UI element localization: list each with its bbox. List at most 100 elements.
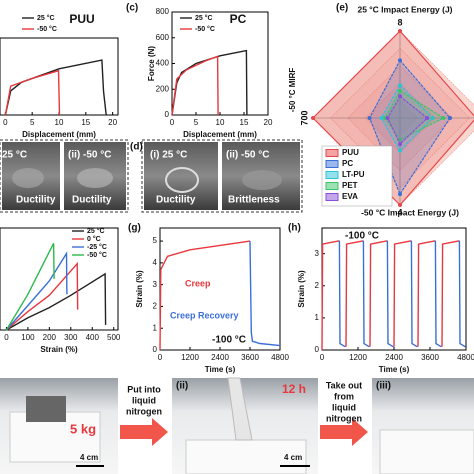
plot-frame: [171, 11, 269, 116]
x-tick-label: 0: [158, 353, 163, 362]
x-tick-label: 4800: [457, 353, 474, 362]
step-text: Take out: [326, 380, 362, 390]
series-line: [171, 55, 219, 116]
x-tick-label: 5: [194, 118, 199, 127]
chart-title: PUU: [69, 12, 94, 26]
legend-swatch: [325, 149, 339, 157]
y-axis-label: Force (N): [147, 46, 156, 81]
radar-point: [398, 29, 402, 33]
legend-label: LT-PU: [342, 170, 365, 179]
x-tick-label: 500: [107, 333, 121, 342]
radar-axis-label: -50 °C MIRF: [288, 68, 297, 113]
radar-max-label: 4: [397, 207, 402, 217]
weight-label: 5 kg: [70, 421, 96, 436]
series-line: [159, 240, 251, 351]
series-line: [171, 49, 248, 116]
y-tick-label: 600: [156, 33, 170, 42]
x-tick-label: 1200: [181, 353, 199, 362]
time-label: 12 h: [282, 382, 306, 396]
radar-point: [398, 192, 402, 197]
sample: [12, 168, 44, 188]
y-axis-label: Strain (%): [297, 270, 306, 308]
sample: [227, 377, 253, 441]
chart-title: PC: [230, 12, 247, 26]
sample: [165, 167, 199, 193]
step-text: liquid: [332, 402, 356, 412]
legend-label: -50 °C: [195, 25, 215, 33]
x-tick-label: 1200: [349, 353, 367, 362]
legend-label: -25 °C: [87, 243, 107, 251]
x-axis-label: Displacement (mm): [22, 130, 96, 139]
legend-label: 25 °C: [195, 14, 213, 22]
y-tick-label: 3: [153, 280, 158, 289]
photo-row: [0, 377, 474, 474]
x-tick-label: 3600: [241, 353, 259, 362]
panel-label: (g): [128, 223, 141, 234]
x-tick-label: 200: [43, 333, 57, 342]
chart-bottom-title: -50 °C Impact Energy (J): [361, 207, 459, 217]
legend-label: 0 °C: [87, 235, 101, 243]
x-axis-label: Time (s): [205, 365, 236, 374]
radar-max-label: 700: [299, 110, 309, 125]
legend-label: -50 °C: [37, 25, 57, 33]
chart-title: 25 °C Impact Energy (J): [357, 4, 452, 14]
photo-caption: Ductility: [156, 195, 196, 206]
series-line: [4, 69, 61, 116]
photo-caption: Ductility: [16, 195, 56, 206]
scale-label: 4 cm: [80, 453, 98, 462]
y-tick-label: 0: [165, 110, 170, 119]
photo-caption: Brittleness: [228, 195, 280, 206]
x-axis-label: Time (s): [379, 365, 410, 374]
legend-label: 25 °C: [37, 14, 55, 22]
photo-row: [0, 139, 303, 213]
series-line: [6, 272, 107, 331]
y-tick-label: 4: [153, 258, 158, 267]
radar-point: [398, 203, 402, 207]
panel-label: (c): [126, 3, 138, 14]
x-tick-label: 20: [264, 118, 273, 127]
photo: [144, 142, 218, 210]
x-tick-label: 0: [320, 353, 325, 362]
legend-swatch: [325, 182, 339, 190]
radar-point: [398, 83, 402, 88]
y-tick-label: 1: [153, 323, 158, 332]
radar-point: [398, 94, 402, 99]
radar-point: [367, 116, 372, 120]
panel-label: (d): [130, 142, 143, 153]
y-tick-label: 3: [315, 249, 320, 258]
radar-point: [311, 116, 315, 120]
arrow: [320, 418, 368, 446]
sample: [242, 170, 282, 190]
radar-point: [398, 148, 402, 153]
panel-label: (h): [288, 223, 301, 234]
legend-swatch: [325, 193, 339, 201]
y-tick-label: 2: [153, 302, 158, 311]
radar-point: [441, 116, 446, 120]
legend-label: EVA: [342, 192, 358, 201]
photo-label: (ii) -50 °C: [226, 150, 269, 161]
legend-swatch: [325, 171, 339, 179]
legend-swatch: [325, 160, 339, 168]
weight: [26, 396, 66, 422]
x-tick-label: 4800: [271, 353, 289, 362]
y-tick-label: 200: [156, 84, 170, 93]
foam-box: [379, 429, 474, 474]
y-tick-label: 1: [315, 313, 320, 322]
radar-series: [384, 89, 445, 141]
photo-caption: Ductility: [72, 195, 112, 206]
x-tick-label: 100: [21, 333, 35, 342]
radar-point: [398, 58, 402, 63]
photo-label: (ii) -50 °C: [68, 150, 111, 161]
series-line: [5, 242, 55, 331]
y-axis-label: Strain (%): [135, 270, 144, 308]
photo-label: (ii): [176, 381, 188, 392]
step-text: nitrogen: [126, 406, 162, 416]
x-tick-label: 0: [3, 118, 8, 127]
foam-box: [185, 439, 307, 474]
x-tick-label: 0: [4, 333, 9, 342]
x-tick-label: 5: [30, 118, 35, 127]
y-tick-label: 2: [315, 281, 320, 290]
legend-label: PET: [342, 181, 358, 190]
x-axis-label: Displacement (mm): [183, 130, 257, 139]
